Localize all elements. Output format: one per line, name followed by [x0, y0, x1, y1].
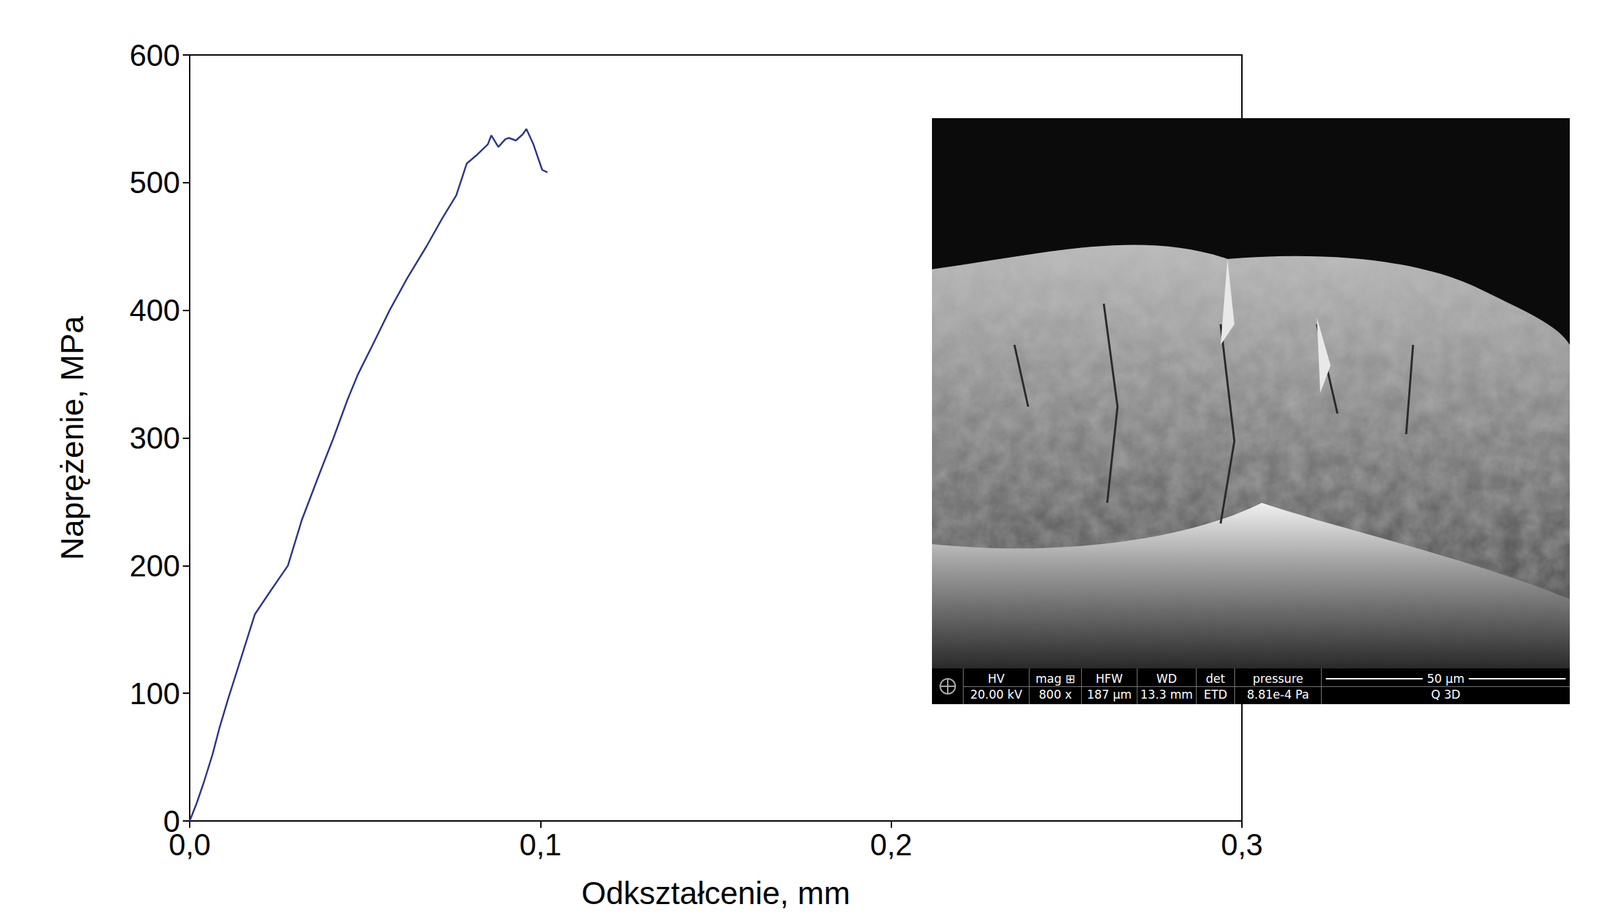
svg-text:500: 500: [129, 165, 181, 200]
html-text:WD: WD: [1156, 671, 1177, 686]
html-text:HFW: HFW: [1095, 671, 1123, 686]
html-text:mag ⊞: mag ⊞: [1035, 671, 1076, 686]
html-text:8.81e-4 Pa: 8.81e-4 Pa: [1246, 687, 1310, 702]
html-text:pressure: pressure: [1252, 671, 1304, 686]
html-text:13.3 mm: 13.3 mm: [1140, 687, 1193, 702]
svg-text:0,2: 0,2: [870, 828, 913, 862]
svg-text:Odkształcenie, mm: Odkształcenie, mm: [581, 875, 851, 912]
html-text:det: det: [1205, 671, 1226, 686]
svg-text:0,0: 0,0: [168, 828, 211, 862]
html-text:HV: HV: [987, 671, 1005, 686]
svg-text:0,3: 0,3: [1220, 828, 1263, 862]
svg-text:0: 0: [163, 804, 181, 839]
svg-text:600: 600: [129, 38, 181, 73]
svg-text:200: 200: [129, 549, 181, 583]
html-text:20.00 kV: 20.00 kV: [970, 687, 1023, 702]
html-text:ETD: ETD: [1203, 687, 1228, 702]
svg-text:400: 400: [129, 293, 181, 328]
html-text:800 x: 800 x: [1038, 687, 1072, 702]
html-text:187 µm: 187 µm: [1086, 687, 1132, 702]
html-text:50 µm: 50 µm: [1427, 671, 1465, 686]
html-text:Q 3D: Q 3D: [1430, 687, 1461, 702]
svg-text:Naprężenie, MPa: Naprężenie, MPa: [54, 315, 91, 561]
svg-text:300: 300: [129, 421, 181, 455]
svg-text:0,1: 0,1: [519, 828, 562, 862]
svg-text:100: 100: [129, 676, 181, 711]
